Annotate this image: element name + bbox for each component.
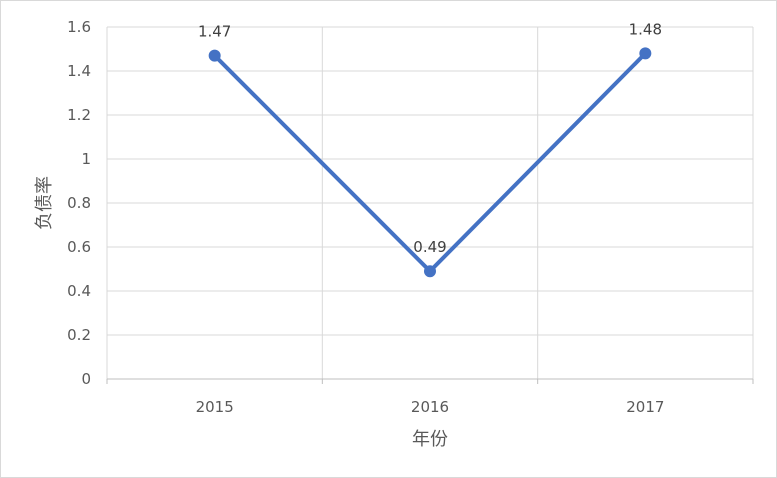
- y-tick-label: 1.4: [67, 62, 91, 80]
- y-tick-label: 0: [81, 370, 91, 388]
- data-labels: 1.47 0.49 1.48: [198, 20, 662, 256]
- data-point: [424, 265, 436, 278]
- y-tick-label: 1.6: [67, 18, 91, 36]
- data-label: 1.47: [198, 23, 231, 41]
- x-tick-label: 2015: [196, 398, 234, 416]
- data-point: [208, 49, 221, 62]
- y-tick-label: 0.8: [67, 194, 91, 212]
- data-label: 1.48: [629, 20, 662, 38]
- y-tick-label: 0.2: [67, 326, 91, 344]
- y-tick-label: 0.4: [67, 282, 91, 300]
- y-tick-label: 1.2: [67, 106, 91, 124]
- series: [208, 47, 652, 278]
- y-tick-label: 1: [81, 150, 91, 168]
- x-tick-label: 2017: [626, 398, 664, 416]
- y-axis-title: 负债率: [34, 176, 55, 230]
- data-point: [639, 47, 652, 60]
- y-tick-label: 0.6: [67, 238, 91, 256]
- data-label: 0.49: [413, 238, 446, 256]
- x-tick-label: 2016: [411, 398, 449, 416]
- gridlines: [106, 26, 754, 379]
- x-axis-title: 年份: [412, 429, 448, 450]
- x-tick-labels: 2015 2016 2017: [196, 398, 665, 416]
- axes: [106, 378, 754, 384]
- y-tick-labels: 0 0.2 0.4 0.6 0.8 1 1.2 1.4 1.6: [67, 18, 91, 388]
